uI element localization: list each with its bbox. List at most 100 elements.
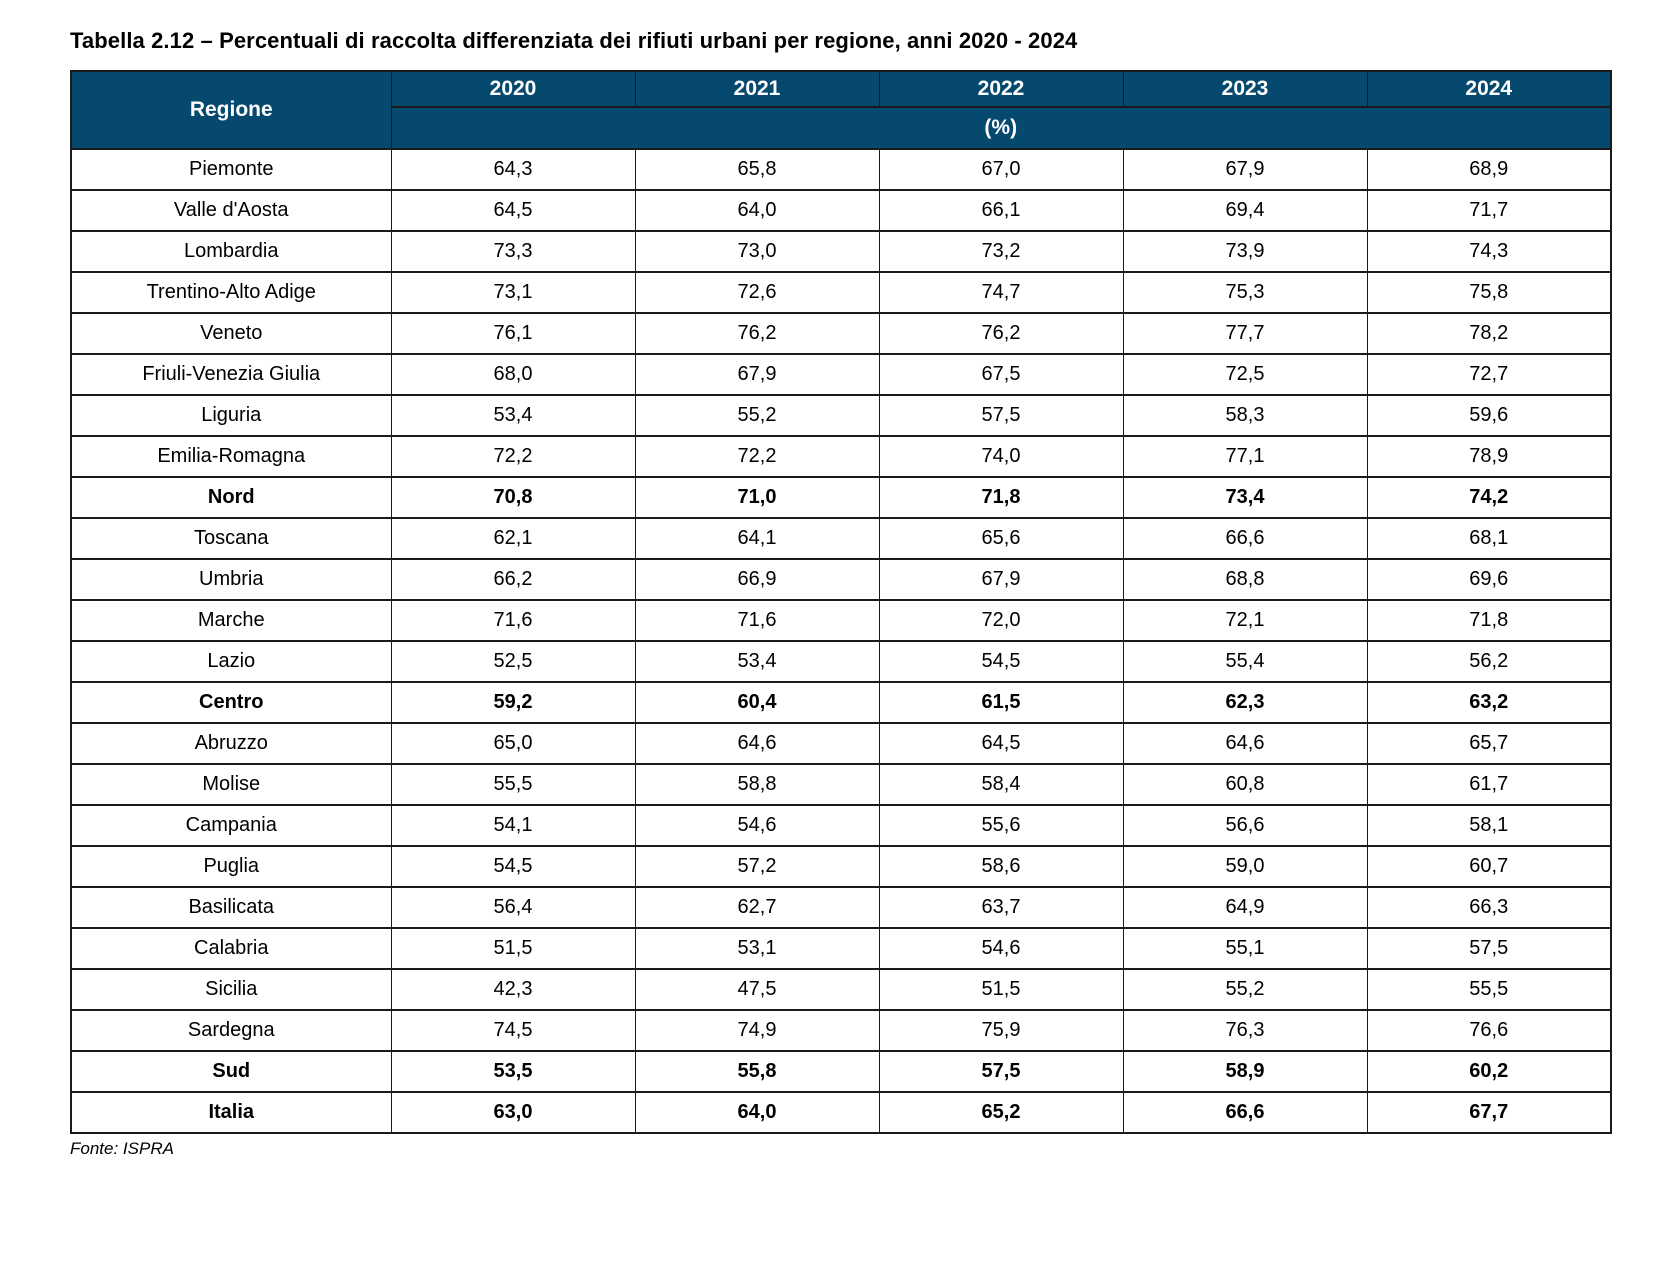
unit-header: (%): [390, 106, 1612, 150]
value-cell: 60,8: [1122, 763, 1368, 806]
table-row: Friuli-Venezia Giulia 68,0 67,9 67,5 72,5 72,…: [70, 353, 1612, 396]
value-cell: 54,6: [634, 804, 880, 847]
value-cell: 65,2: [878, 1091, 1124, 1134]
value-cell: 54,5: [390, 845, 636, 888]
value-cell: 72,6: [634, 271, 880, 314]
value-cell: 66,2: [390, 558, 636, 601]
value-cell: 55,5: [1366, 968, 1612, 1011]
value-cell: 64,6: [634, 722, 880, 765]
value-cell: 71,7: [1366, 189, 1612, 232]
value-cell: 76,2: [634, 312, 880, 355]
table-body: Piemonte 64,3 65,8 67,0 67,9 68,9 Valle d'Aost…: [70, 148, 1612, 1134]
data-table: Regione 2020 2021 2022 2023 2024 (%) Piemont…: [70, 70, 1612, 1134]
region-cell: Molise: [70, 763, 392, 806]
value-cell: 65,8: [634, 148, 880, 191]
region-cell: Umbria: [70, 558, 392, 601]
region-cell: Toscana: [70, 517, 392, 560]
value-cell: 56,4: [390, 886, 636, 929]
value-cell: 75,9: [878, 1009, 1124, 1052]
table-row: Italia 63,0 64,0 65,2 66,6 67,7: [70, 1091, 1612, 1134]
table-row: Campania 54,1 54,6 55,6 56,6 58,1: [70, 804, 1612, 847]
region-cell: Veneto: [70, 312, 392, 355]
value-cell: 73,1: [390, 271, 636, 314]
value-cell: 53,5: [390, 1050, 636, 1093]
value-cell: 56,2: [1366, 640, 1612, 683]
table-row: Emilia-Romagna 72,2 72,2 74,0 77,1 78,9: [70, 435, 1612, 478]
value-cell: 63,2: [1366, 681, 1612, 724]
value-cell: 64,3: [390, 148, 636, 191]
table-row: Puglia 54,5 57,2 58,6 59,0 60,7: [70, 845, 1612, 888]
table-row: Umbria 66,2 66,9 67,9 68,8 69,6: [70, 558, 1612, 601]
table-row: Veneto 76,1 76,2 76,2 77,7 78,2: [70, 312, 1612, 355]
table-row: Sud 53,5 55,8 57,5 58,9 60,2: [70, 1050, 1612, 1093]
table-row: Basilicata 56,4 62,7 63,7 64,9 66,3: [70, 886, 1612, 929]
year-header-row: Regione 2020 2021 2022 2023 2024: [70, 70, 1612, 150]
value-cell: 47,5: [634, 968, 880, 1011]
value-cell: 54,6: [878, 927, 1124, 970]
value-cell: 55,4: [1122, 640, 1368, 683]
value-cell: 74,2: [1366, 476, 1612, 519]
value-cell: 55,5: [390, 763, 636, 806]
value-cell: 64,9: [1122, 886, 1368, 929]
value-cell: 67,9: [634, 353, 880, 396]
year-header: 2024: [1366, 70, 1612, 108]
table-row: Sardegna 74,5 74,9 75,9 76,3 76,6: [70, 1009, 1612, 1052]
value-cell: 57,5: [1366, 927, 1612, 970]
region-cell: Sicilia: [70, 968, 392, 1011]
table-title: Tabella 2.12 – Percentuali di raccolta d…: [70, 28, 1078, 53]
value-cell: 53,4: [390, 394, 636, 437]
value-cell: 64,0: [634, 189, 880, 232]
value-cell: 73,3: [390, 230, 636, 273]
table-row: Piemonte 64,3 65,8 67,0 67,9 68,9: [70, 148, 1612, 191]
value-cell: 65,7: [1366, 722, 1612, 765]
value-cell: 58,8: [634, 763, 880, 806]
value-cell: 74,5: [390, 1009, 636, 1052]
region-cell: Piemonte: [70, 148, 392, 191]
value-cell: 72,1: [1122, 599, 1368, 642]
table-row: Abruzzo 65,0 64,6 64,5 64,6 65,7: [70, 722, 1612, 765]
value-cell: 65,6: [878, 517, 1124, 560]
value-cell: 69,4: [1122, 189, 1368, 232]
value-cell: 66,6: [1122, 1091, 1368, 1134]
value-cell: 78,9: [1366, 435, 1612, 478]
year-header: 2022: [878, 70, 1124, 108]
region-cell: Marche: [70, 599, 392, 642]
region-cell: Sardegna: [70, 1009, 392, 1052]
value-cell: 67,9: [878, 558, 1124, 601]
value-cell: 54,5: [878, 640, 1124, 683]
value-cell: 67,9: [1122, 148, 1368, 191]
value-cell: 68,9: [1366, 148, 1612, 191]
value-cell: 42,3: [390, 968, 636, 1011]
year-header: 2023: [1122, 70, 1368, 108]
table-row: Valle d'Aosta 64,5 64,0 66,1 69,4 71,7: [70, 189, 1612, 232]
table-row: Molise 55,5 58,8 58,4 60,8 61,7: [70, 763, 1612, 806]
source-note: Fonte: ISPRA: [70, 1139, 174, 1158]
value-cell: 70,8: [390, 476, 636, 519]
value-cell: 76,6: [1366, 1009, 1612, 1052]
region-cell: Valle d'Aosta: [70, 189, 392, 232]
value-cell: 58,9: [1122, 1050, 1368, 1093]
value-cell: 73,4: [1122, 476, 1368, 519]
value-cell: 55,6: [878, 804, 1124, 847]
value-cell: 68,1: [1366, 517, 1612, 560]
value-cell: 63,7: [878, 886, 1124, 929]
value-cell: 72,5: [1122, 353, 1368, 396]
value-cell: 64,0: [634, 1091, 880, 1134]
value-cell: 58,4: [878, 763, 1124, 806]
value-cell: 71,8: [878, 476, 1124, 519]
value-cell: 66,9: [634, 558, 880, 601]
value-cell: 55,8: [634, 1050, 880, 1093]
value-cell: 58,6: [878, 845, 1124, 888]
value-cell: 64,5: [390, 189, 636, 232]
value-cell: 61,7: [1366, 763, 1612, 806]
value-cell: 62,1: [390, 517, 636, 560]
value-cell: 66,3: [1366, 886, 1612, 929]
value-cell: 68,0: [390, 353, 636, 396]
value-cell: 60,4: [634, 681, 880, 724]
table-row: Nord 70,8 71,0 71,8 73,4 74,2: [70, 476, 1612, 519]
value-cell: 57,2: [634, 845, 880, 888]
value-cell: 73,2: [878, 230, 1124, 273]
table-row: Toscana 62,1 64,1 65,6 66,6 68,1: [70, 517, 1612, 560]
value-cell: 76,2: [878, 312, 1124, 355]
value-cell: 59,2: [390, 681, 636, 724]
